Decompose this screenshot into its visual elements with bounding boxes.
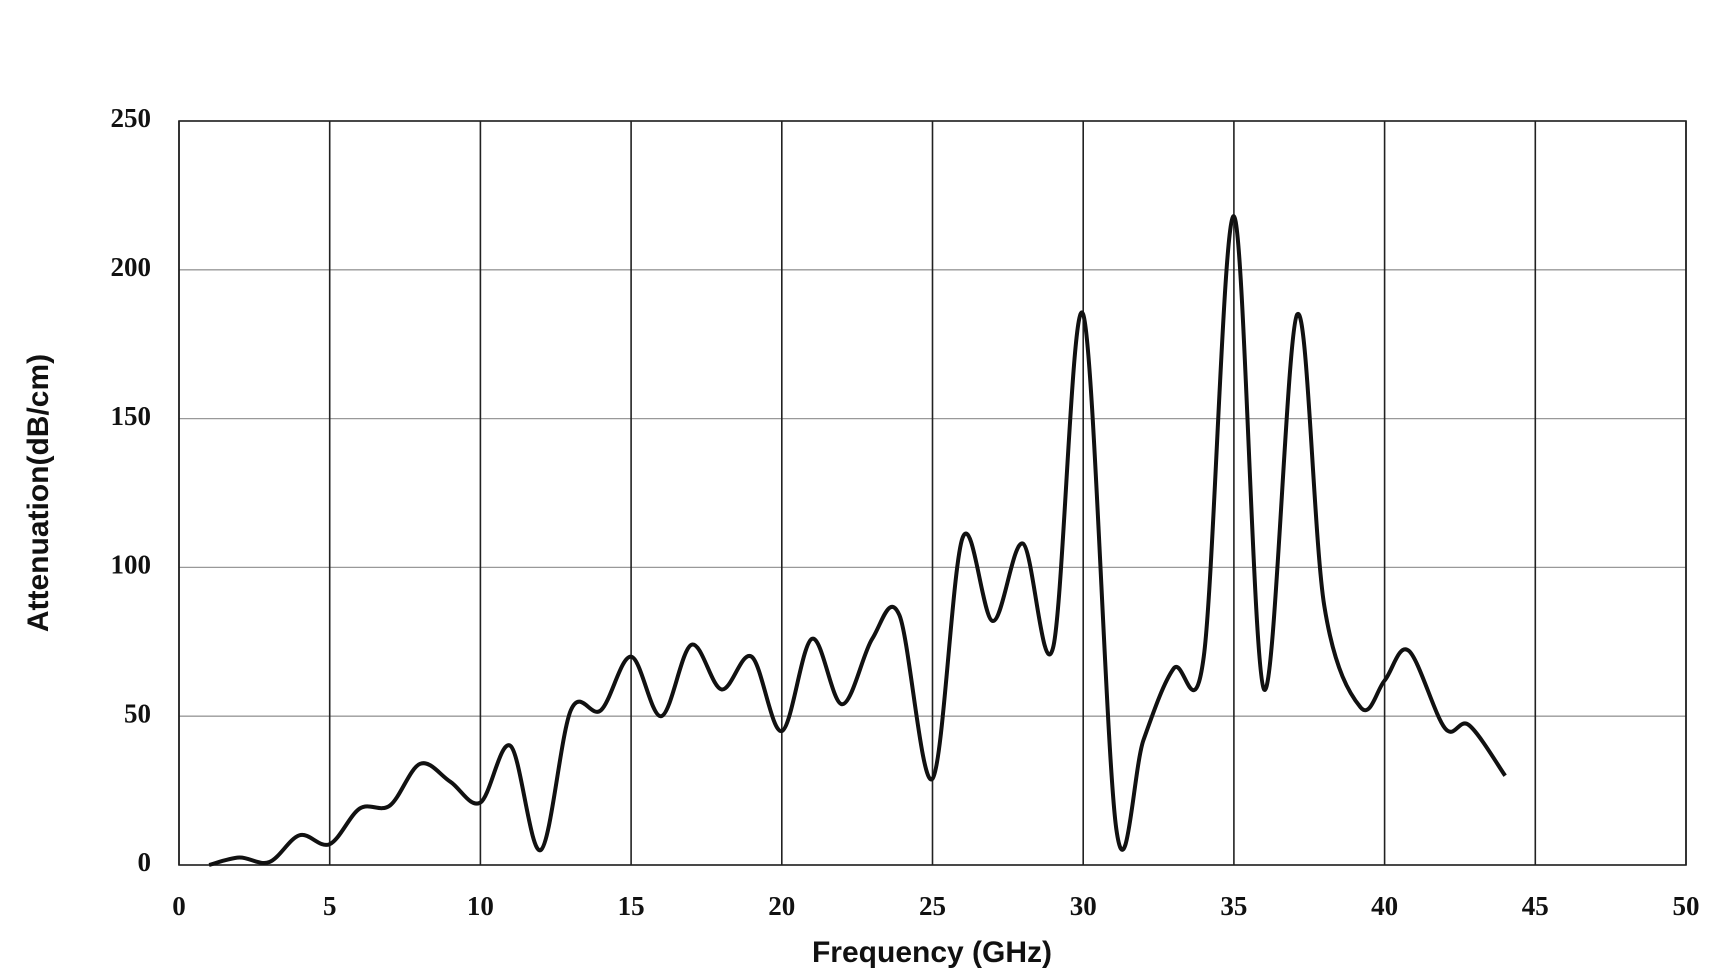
x-tick-label: 0: [172, 891, 186, 921]
x-tick-label: 10: [467, 891, 494, 921]
x-tick-label: 30: [1070, 891, 1097, 921]
x-tick-label: 40: [1371, 891, 1398, 921]
y-tick-label: 0: [138, 847, 152, 877]
x-axis-label: Frequency (GHz): [812, 936, 1052, 969]
x-tick-label: 35: [1220, 891, 1247, 921]
data-line: [208, 214, 1507, 867]
y-tick-label: 100: [111, 550, 152, 580]
y-tick-label: 50: [124, 698, 151, 728]
x-tick-label: 25: [919, 891, 946, 921]
y-tick-label: 250: [111, 103, 152, 133]
x-tick-label: 5: [323, 891, 337, 921]
y-tick-label: 150: [111, 401, 152, 431]
y-axis-label: Attenuation(dB/cm): [22, 354, 55, 632]
x-tick-label: 45: [1522, 891, 1549, 921]
x-tick-label: 20: [768, 891, 795, 921]
plot-frame: [178, 120, 1687, 866]
x-tick-label: 50: [1673, 891, 1700, 921]
x-tick-label: 15: [618, 891, 645, 921]
y-tick-label: 200: [111, 252, 152, 282]
